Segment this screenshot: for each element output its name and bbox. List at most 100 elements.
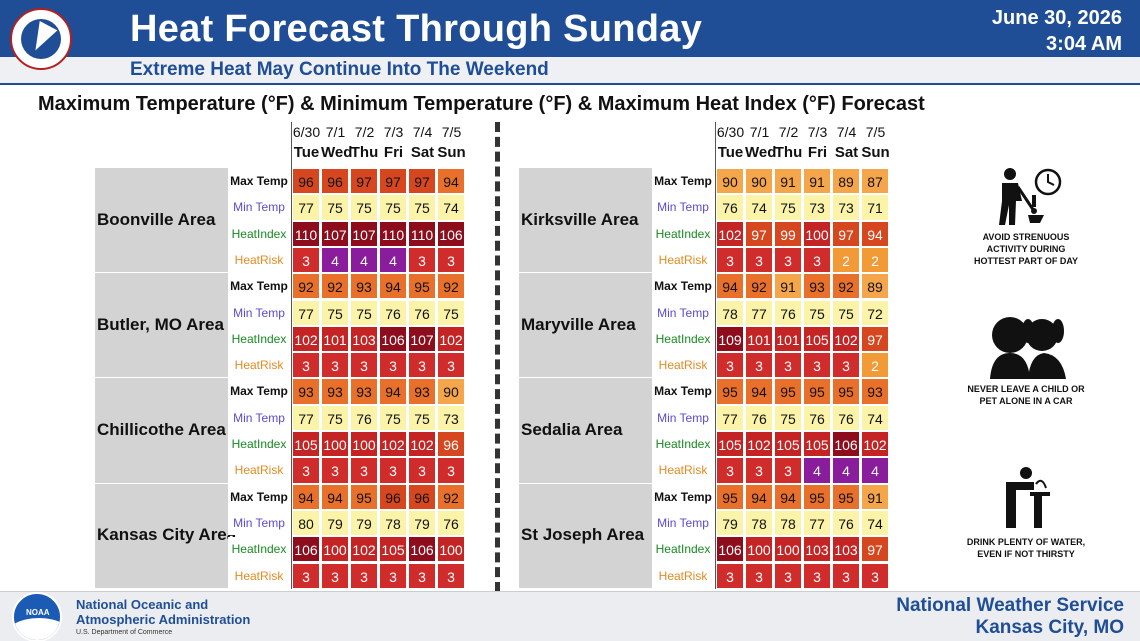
min-temp-cell: 74 bbox=[745, 194, 773, 221]
heat-index-cell: 103 bbox=[832, 536, 860, 563]
noaa-logo-icon: NOAA bbox=[12, 592, 62, 641]
max-temp-cell: 95 bbox=[716, 378, 744, 405]
heat-index-cell: 107 bbox=[350, 220, 378, 247]
row-label: HeatRisk bbox=[652, 247, 714, 272]
heat-index-cell: 96 bbox=[437, 431, 465, 458]
day-header: 7/2 Thu bbox=[774, 122, 803, 168]
max-temp-cell: 94 bbox=[774, 483, 802, 510]
max-temp-cell: 92 bbox=[321, 273, 349, 300]
heat-index-cell: 106 bbox=[408, 536, 436, 563]
row-label: HeatRisk bbox=[228, 563, 290, 588]
noaa-line2: Atmospheric Administration bbox=[76, 612, 251, 627]
min-temp-cell: 75 bbox=[350, 194, 378, 221]
area-block bbox=[95, 483, 228, 588]
heat-index-cell: 102 bbox=[745, 431, 773, 458]
column-separator bbox=[715, 122, 716, 589]
heat-index-cell: 102 bbox=[437, 325, 465, 353]
min-temp-cell: 72 bbox=[861, 299, 889, 326]
heat-risk-cell: 3 bbox=[292, 457, 320, 484]
heat-index-cell: 103 bbox=[350, 325, 378, 353]
nws-office: National Weather Service Kansas City, MO bbox=[896, 595, 1124, 639]
day-of-week: Fri bbox=[383, 144, 404, 161]
min-temp-cell: 76 bbox=[408, 299, 436, 326]
day-date: 7/1 bbox=[325, 124, 346, 140]
max-temp-cell: 94 bbox=[321, 483, 349, 510]
day-of-week: Wed bbox=[745, 144, 777, 161]
heat-index-cell: 101 bbox=[774, 325, 802, 353]
area-name: Kansas City Area bbox=[97, 525, 237, 545]
day-of-week: Tue bbox=[717, 144, 744, 161]
heat-index-cell: 110 bbox=[379, 220, 407, 247]
day-header: 7/5 Sun bbox=[861, 122, 890, 168]
max-temp-cell: 90 bbox=[716, 168, 744, 195]
max-temp-cell: 94 bbox=[292, 483, 320, 510]
max-temp-cell: 97 bbox=[408, 168, 436, 195]
heat-risk-cell: 3 bbox=[774, 352, 802, 379]
row-label: HeatRisk bbox=[652, 353, 714, 378]
child-and-pet-icon bbox=[990, 317, 1066, 379]
max-temp-cell: 91 bbox=[774, 168, 802, 195]
heat-risk-cell: 3 bbox=[379, 352, 407, 379]
row-label: Min Temp bbox=[652, 510, 714, 535]
nws-line1: National Weather Service bbox=[896, 595, 1124, 616]
day-date: 6/30 bbox=[716, 124, 745, 140]
nws-logo-disc bbox=[21, 19, 61, 59]
min-temp-cell: 77 bbox=[292, 404, 320, 431]
day-date: 7/4 bbox=[836, 124, 857, 140]
min-temp-cell: 76 bbox=[832, 404, 860, 431]
max-temp-cell: 93 bbox=[803, 273, 831, 300]
max-temp-cell: 92 bbox=[745, 273, 773, 300]
row-label: HeatRisk bbox=[228, 458, 290, 483]
heat-risk-cell: 3 bbox=[745, 352, 773, 379]
day-date: 7/3 bbox=[383, 124, 404, 140]
max-temp-cell: 96 bbox=[379, 483, 407, 510]
row-label: Min Temp bbox=[228, 300, 290, 325]
heat-risk-cell: 3 bbox=[716, 352, 744, 379]
max-temp-cell: 96 bbox=[321, 168, 349, 195]
min-temp-cell: 76 bbox=[437, 509, 465, 537]
max-temp-cell: 95 bbox=[803, 483, 831, 510]
day-of-week: Sat bbox=[410, 144, 435, 161]
heat-index-cell: 97 bbox=[861, 536, 889, 563]
day-date: 6/30 bbox=[292, 124, 321, 140]
min-temp-cell: 77 bbox=[292, 194, 320, 221]
min-temp-cell: 79 bbox=[408, 509, 436, 537]
heat-index-cell: 105 bbox=[379, 536, 407, 563]
min-temp-cell: 71 bbox=[861, 194, 889, 221]
heat-risk-cell: 3 bbox=[745, 246, 773, 274]
heat-index-cell: 102 bbox=[379, 431, 407, 458]
row-label: HeatIndex bbox=[652, 221, 714, 246]
row-label: Max Temp bbox=[228, 379, 290, 404]
heat-index-cell: 105 bbox=[774, 431, 802, 458]
day-date: 7/3 bbox=[807, 124, 828, 140]
day-date: 7/2 bbox=[778, 124, 799, 140]
heat-risk-cell: 2 bbox=[861, 352, 889, 379]
heat-risk-cell: 4 bbox=[321, 246, 349, 274]
day-header: 6/30 Tue bbox=[292, 122, 321, 168]
min-temp-cell: 78 bbox=[379, 509, 407, 537]
heat-risk-cell: 3 bbox=[437, 457, 465, 484]
area-name: Kirksville Area bbox=[521, 209, 639, 229]
shovel-worker-clock-icon bbox=[999, 168, 1062, 225]
min-temp-cell: 78 bbox=[745, 509, 773, 537]
day-date: 7/5 bbox=[865, 124, 886, 140]
heat-index-cell: 102 bbox=[292, 325, 320, 353]
row-label: Max Temp bbox=[228, 484, 290, 509]
min-temp-cell: 75 bbox=[321, 404, 349, 431]
nws-line2: Kansas City, MO bbox=[975, 617, 1124, 638]
max-temp-cell: 96 bbox=[292, 168, 320, 195]
page-title: Heat Forecast Through Sunday bbox=[130, 8, 703, 50]
min-temp-cell: 78 bbox=[774, 509, 802, 537]
issue-datetime: June 30, 2026 3:04 AM bbox=[992, 5, 1122, 57]
max-temp-cell: 94 bbox=[716, 273, 744, 300]
heat-index-cell: 107 bbox=[321, 220, 349, 247]
row-label: HeatIndex bbox=[652, 432, 714, 456]
day-header: 7/3 Fri bbox=[803, 122, 832, 168]
heat-risk-cell: 2 bbox=[832, 246, 860, 274]
max-temp-cell: 93 bbox=[861, 378, 889, 405]
min-temp-cell: 73 bbox=[437, 404, 465, 431]
day-of-week: Fri bbox=[807, 144, 828, 161]
min-temp-cell: 76 bbox=[745, 404, 773, 431]
row-label: HeatIndex bbox=[652, 326, 714, 351]
min-temp-cell: 76 bbox=[379, 299, 407, 326]
